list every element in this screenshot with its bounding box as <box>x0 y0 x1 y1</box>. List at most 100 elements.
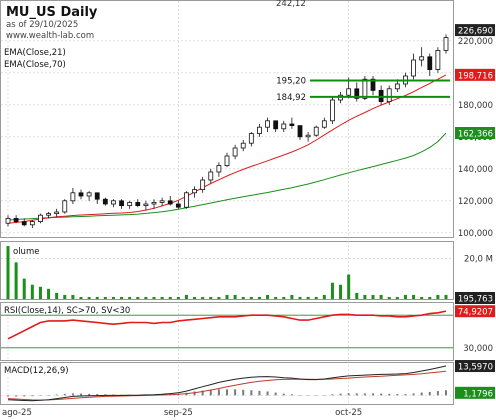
candle-body <box>5 217 11 224</box>
candle-body <box>224 155 230 166</box>
ema70-legend: EMA(Close,70) <box>4 60 66 70</box>
candle-body <box>208 171 214 181</box>
macd-histogram-bar <box>234 389 237 396</box>
volume-bar <box>201 296 205 299</box>
macd-histogram-bar <box>445 390 447 396</box>
volume-bar <box>363 294 367 299</box>
rsi-label: RSI(Close,14), SC>70, SV<30 <box>4 306 130 316</box>
volume-bar <box>128 296 132 299</box>
macd-histogram-bar <box>209 389 212 396</box>
price-axis: 220,000200,000180,000160,000140,000120,0… <box>455 24 495 399</box>
volume-bar <box>168 296 172 299</box>
volume-bar <box>6 246 10 299</box>
volume-bar <box>274 296 278 299</box>
volume-bar <box>63 294 67 299</box>
candle-body <box>111 200 116 205</box>
volume-bar <box>14 262 18 299</box>
macd-histogram-bar <box>331 394 334 396</box>
volume-bar <box>55 292 59 299</box>
candle-body <box>94 192 100 200</box>
volume-bar <box>30 284 34 299</box>
ema-lines <box>7 74 447 224</box>
price-badge-bg <box>455 68 495 81</box>
volume-bar <box>136 296 140 299</box>
candle-body <box>143 203 149 206</box>
macd-badge-bg <box>455 360 495 373</box>
macd-histogram-bar <box>323 395 326 396</box>
volume-bar <box>395 296 399 299</box>
rsi-pane[interactable] <box>0 302 454 361</box>
candle-body <box>419 56 425 61</box>
macd-histogram-bar <box>266 391 269 396</box>
candle-body <box>265 120 270 128</box>
volume-bar <box>38 286 42 299</box>
candle-body <box>354 88 360 99</box>
candle-body <box>102 198 108 205</box>
volume-badge: 195,763 <box>458 295 493 305</box>
macd-histogram-bar <box>315 395 318 396</box>
volume-bar <box>403 294 407 299</box>
macd-histogram-bar <box>63 393 66 396</box>
macd-histogram-bar <box>31 395 34 397</box>
as-of-date: as of 29/10/2025 <box>6 20 78 30</box>
price-tick-label: 100,000 <box>458 229 493 239</box>
candle-body <box>127 201 133 206</box>
volume-bars <box>6 246 448 299</box>
volume-bar <box>298 296 302 299</box>
volume-bar <box>436 294 440 299</box>
volume-bar <box>428 296 432 299</box>
price-badge: 198,716 <box>458 71 493 81</box>
volume-bar <box>306 296 310 299</box>
rsi-lines <box>1 310 453 349</box>
candle-body <box>321 120 327 128</box>
support-levels: 195,20 184,92 <box>276 76 450 103</box>
candle-body <box>62 200 68 213</box>
volume-bar <box>444 294 448 299</box>
macd-histogram-bar <box>39 395 42 396</box>
volume-tick-label: 20,0 M <box>464 254 493 264</box>
candle-body <box>370 78 376 91</box>
candle-body <box>78 192 84 197</box>
macd-line <box>7 365 447 402</box>
price-badge-bg <box>455 127 495 140</box>
volume-bar <box>249 296 253 299</box>
candle-body <box>29 221 35 226</box>
volume-bar <box>347 274 351 299</box>
price-pane[interactable] <box>0 0 454 238</box>
macd-histogram-bar <box>201 390 204 396</box>
macd-pane[interactable] <box>0 362 454 405</box>
macd-histogram-bar <box>80 393 82 396</box>
volume-bar <box>152 296 156 299</box>
macd-histogram-bar <box>71 393 74 396</box>
candle-body <box>248 133 254 144</box>
candle-body <box>135 201 141 206</box>
macd-histogram-bar <box>96 394 99 396</box>
macd-histogram-bar <box>104 394 107 396</box>
candle-body <box>443 37 449 51</box>
date-axis: ago-25 sep-25 oct-25 <box>2 408 362 418</box>
macd-histogram-bar <box>15 395 18 397</box>
volume-bar <box>176 296 180 299</box>
volume-bar <box>193 296 197 299</box>
macd-histogram-bar <box>217 389 220 396</box>
macd-histogram-bar <box>420 392 423 396</box>
volume-bar <box>282 296 286 299</box>
macd-histogram-bar <box>404 394 407 396</box>
chart-title: MU_US Daily <box>6 5 98 20</box>
macd-histogram-bar <box>436 391 439 396</box>
volume-bar <box>79 296 83 299</box>
candle-body <box>297 125 303 138</box>
candle-body <box>119 200 124 207</box>
volume-pane[interactable] <box>0 241 454 300</box>
macd-histogram-bar <box>372 393 374 396</box>
macd-badge: 1,1796 <box>463 389 493 399</box>
volume-bar <box>371 294 375 299</box>
candle-body <box>330 99 335 122</box>
top-value-label: 242,12 <box>276 0 306 9</box>
price-tick-label: 180,000 <box>458 101 493 111</box>
candle-body <box>159 200 165 203</box>
macd-histogram-bar <box>307 395 310 396</box>
volume-bar <box>314 296 318 299</box>
volume-bar <box>387 296 391 299</box>
